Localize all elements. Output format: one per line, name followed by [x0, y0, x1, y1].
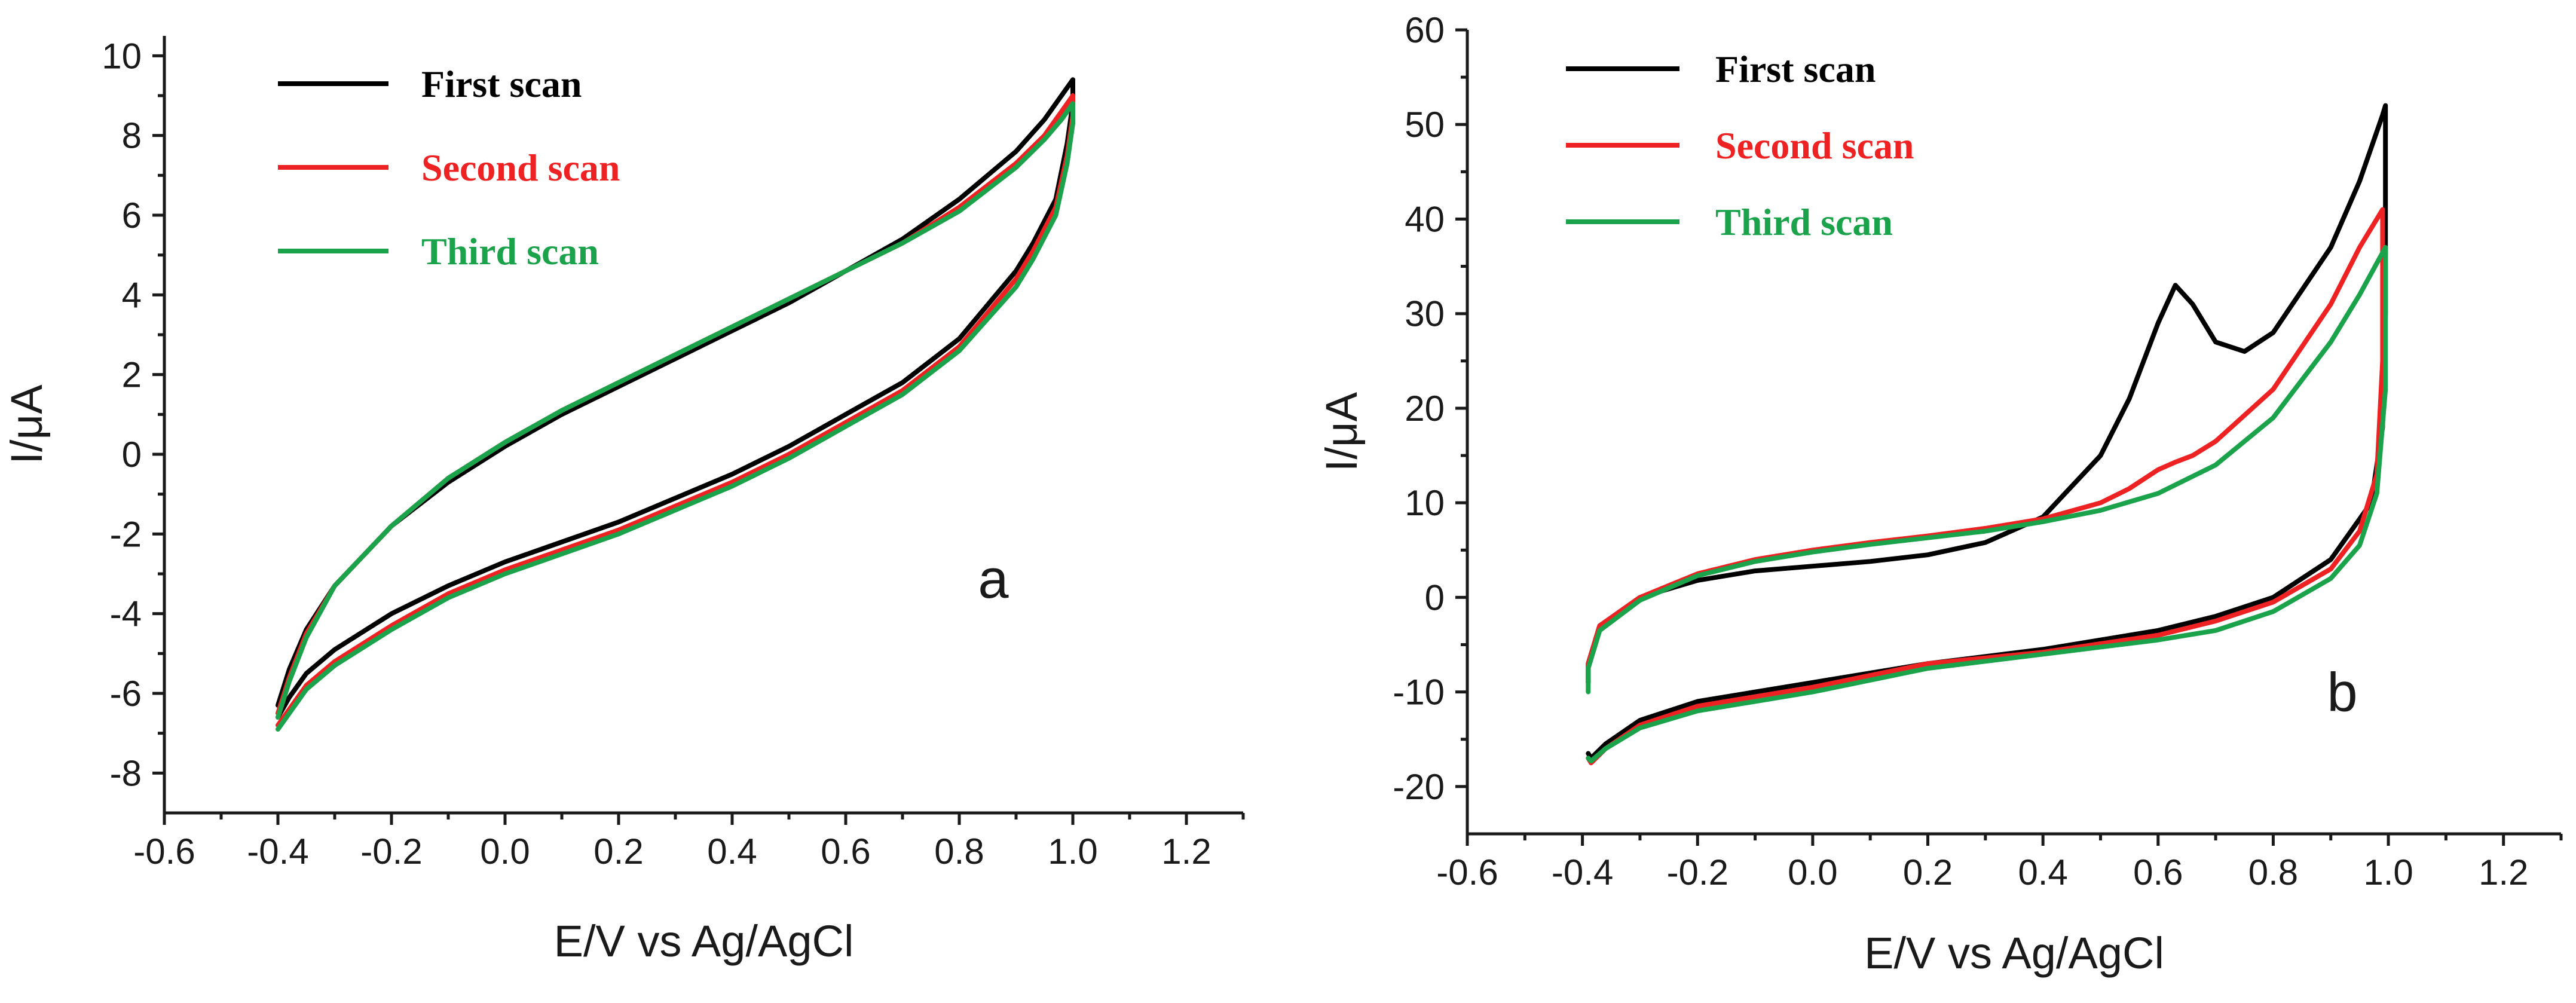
series-line-third-scan	[276, 101, 1075, 732]
legend-label: Third scan	[1715, 201, 1893, 243]
legend-label: Second scan	[1715, 124, 1914, 167]
y-tick-label: 4	[122, 275, 142, 315]
x-tick-label: -0.6	[133, 831, 195, 871]
series-line-second-scan	[1586, 207, 2385, 766]
y-tick-label: 0	[1425, 577, 1445, 617]
x-tick-label: 0.4	[707, 831, 757, 871]
y-axis-title: I/μA	[1317, 392, 1366, 472]
series-line-second-scan	[276, 93, 1075, 728]
x-tick-label: -0.4	[1552, 852, 1613, 892]
series-line-third-scan	[1586, 244, 2388, 764]
chart-panel-a: -0.6 -0.4 -0.2 0.0 0.2 0.4 0.6 0.8 1.0 1.2 -8 -6 -4 -…	[2, 36, 1245, 966]
x-tick-label: 1.2	[1161, 831, 1211, 871]
y-tick-label: 60	[1405, 10, 1445, 50]
y-tick-label: 50	[1405, 105, 1445, 145]
y-tick-label: 10	[102, 36, 142, 76]
x-tick-label: 0.8	[2248, 852, 2298, 892]
x-tick-label: 0.8	[934, 831, 984, 871]
x-tick-label: 1.2	[2479, 852, 2528, 892]
y-tick-label: 30	[1405, 294, 1445, 334]
x-axis-title: E/V vs Ag/AgCl	[554, 916, 854, 966]
y-tick-label: 0	[122, 435, 142, 475]
y-tick-label: 2	[122, 355, 142, 395]
y-tick-label: 10	[1405, 483, 1445, 523]
y-tick-label: -10	[1393, 672, 1445, 713]
y-tick-label: -6	[110, 674, 142, 714]
y-tick-label: 6	[122, 195, 142, 236]
y-tick-label: 20	[1405, 389, 1445, 429]
chart-panel-b: -0.6 -0.4 -0.2 0.0 0.2 0.4 0.6 0.8 1.0 1.2 -20 -10 0…	[1317, 10, 2563, 978]
y-axis-title: I/μA	[2, 384, 51, 464]
legend-label: Third scan	[421, 230, 599, 273]
y-tick-label: -20	[1393, 767, 1445, 807]
x-tick-label: 0.4	[2018, 852, 2067, 892]
x-axis-title: E/V vs Ag/AgCl	[1864, 928, 2164, 978]
y-tick-label: -8	[110, 753, 142, 793]
legend-label: First scan	[421, 63, 582, 105]
panel-label: a	[978, 549, 1009, 610]
y-tick-label: -2	[110, 514, 142, 554]
x-tick-label: 0.0	[480, 831, 530, 871]
x-tick-label: 0.2	[1903, 852, 1953, 892]
y-tick-label: -4	[110, 594, 142, 634]
x-tick-label: -0.4	[247, 831, 308, 871]
y-tick-label: 40	[1405, 199, 1445, 239]
x-tick-label: 0.2	[593, 831, 643, 871]
x-tick-label: 0.6	[821, 831, 870, 871]
x-tick-label: 0.0	[1788, 852, 1837, 892]
x-tick-label: 1.0	[1048, 831, 1097, 871]
x-tick-label: 1.0	[2363, 852, 2413, 892]
legend-label: First scan	[1715, 48, 1876, 90]
legend-label: Second scan	[421, 146, 620, 189]
y-tick-label: 8	[122, 116, 142, 156]
x-tick-label: 0.6	[2133, 852, 2183, 892]
x-tick-label: -0.6	[1436, 852, 1498, 892]
panel-label: b	[2327, 662, 2357, 723]
x-tick-label: -0.2	[360, 831, 422, 871]
x-tick-label: -0.2	[1667, 852, 1728, 892]
